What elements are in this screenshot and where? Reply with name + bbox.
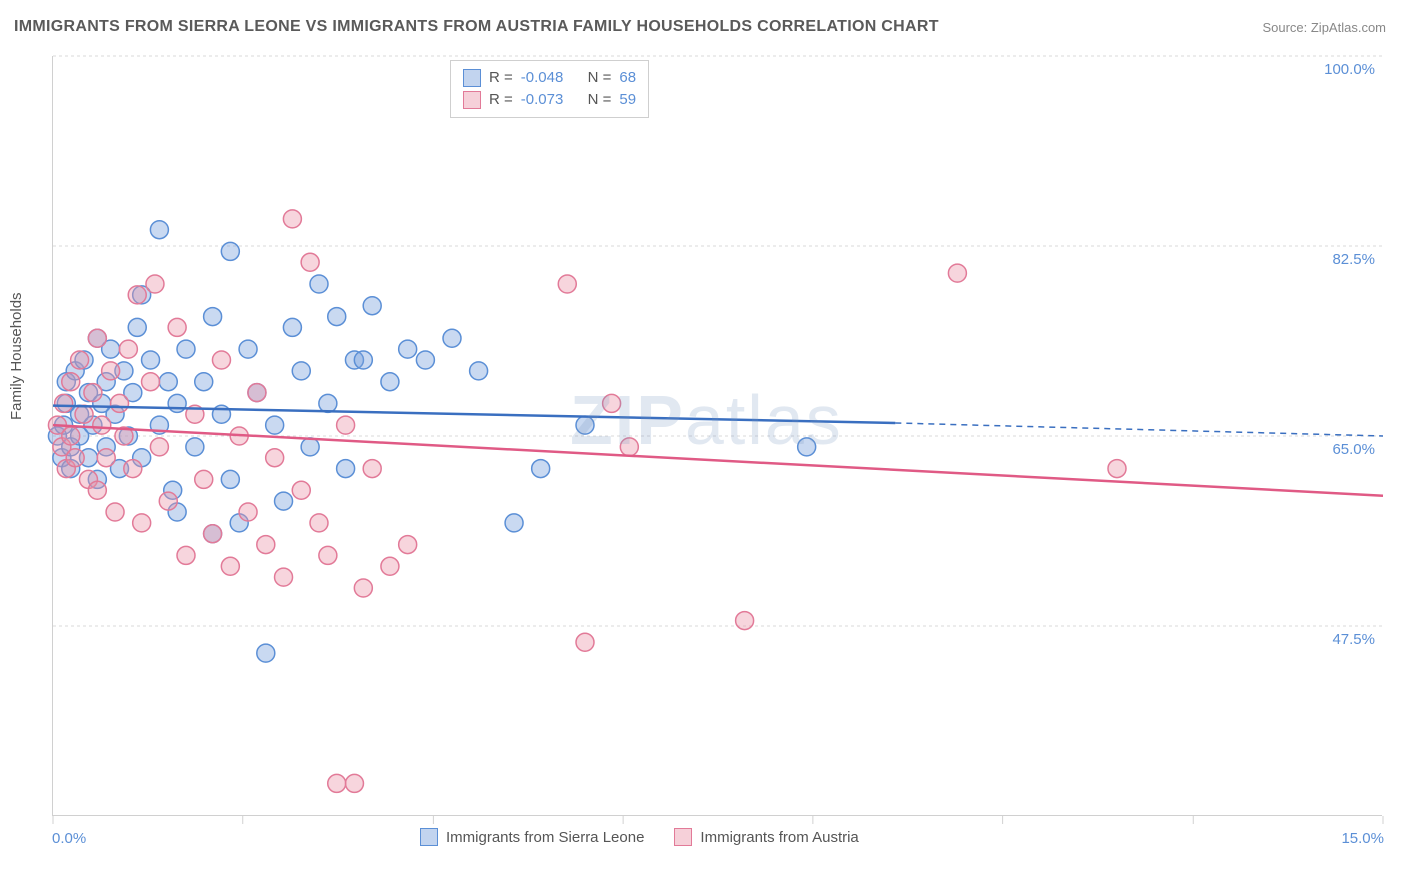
x-axis-max-label: 15.0% [1341,830,1384,847]
x-axis-min-label: 0.0% [52,830,86,847]
plot-area: 47.5% 65.0% 82.5% 100.0% [52,56,1382,816]
svg-text:100.0%: 100.0% [1324,61,1375,78]
r-value-1: -0.073 [521,89,564,111]
svg-text:47.5%: 47.5% [1332,631,1375,648]
r-label: R = [489,67,513,89]
n-value-1: 59 [619,89,636,111]
swatch-blue [420,828,438,846]
swatch-pink [463,91,481,109]
source-label: Source: ZipAtlas.com [1262,20,1386,35]
n-value-0: 68 [619,67,636,89]
legend-row-series-0: R = -0.048 N = 68 [463,67,636,89]
legend-label-1: Immigrants from Austria [700,829,858,846]
n-label: N = [588,89,612,111]
legend-item-0: Immigrants from Sierra Leone [420,828,644,846]
legend-item-1: Immigrants from Austria [674,828,858,846]
swatch-blue [463,69,481,87]
chart-title: IMMIGRANTS FROM SIERRA LEONE VS IMMIGRAN… [14,18,939,36]
svg-text:82.5%: 82.5% [1332,251,1375,268]
correlation-legend: R = -0.048 N = 68 R = -0.073 N = 59 [450,60,649,118]
r-label: R = [489,89,513,111]
r-value-0: -0.048 [521,67,564,89]
swatch-pink [674,828,692,846]
chart-svg: 47.5% 65.0% 82.5% 100.0% [53,56,1382,815]
svg-text:65.0%: 65.0% [1332,441,1375,458]
series-legend: Immigrants from Sierra Leone Immigrants … [420,828,859,846]
y-axis-title: Family Households [8,292,25,420]
legend-label-0: Immigrants from Sierra Leone [446,829,644,846]
n-label: N = [588,67,612,89]
legend-row-series-1: R = -0.073 N = 59 [463,89,636,111]
